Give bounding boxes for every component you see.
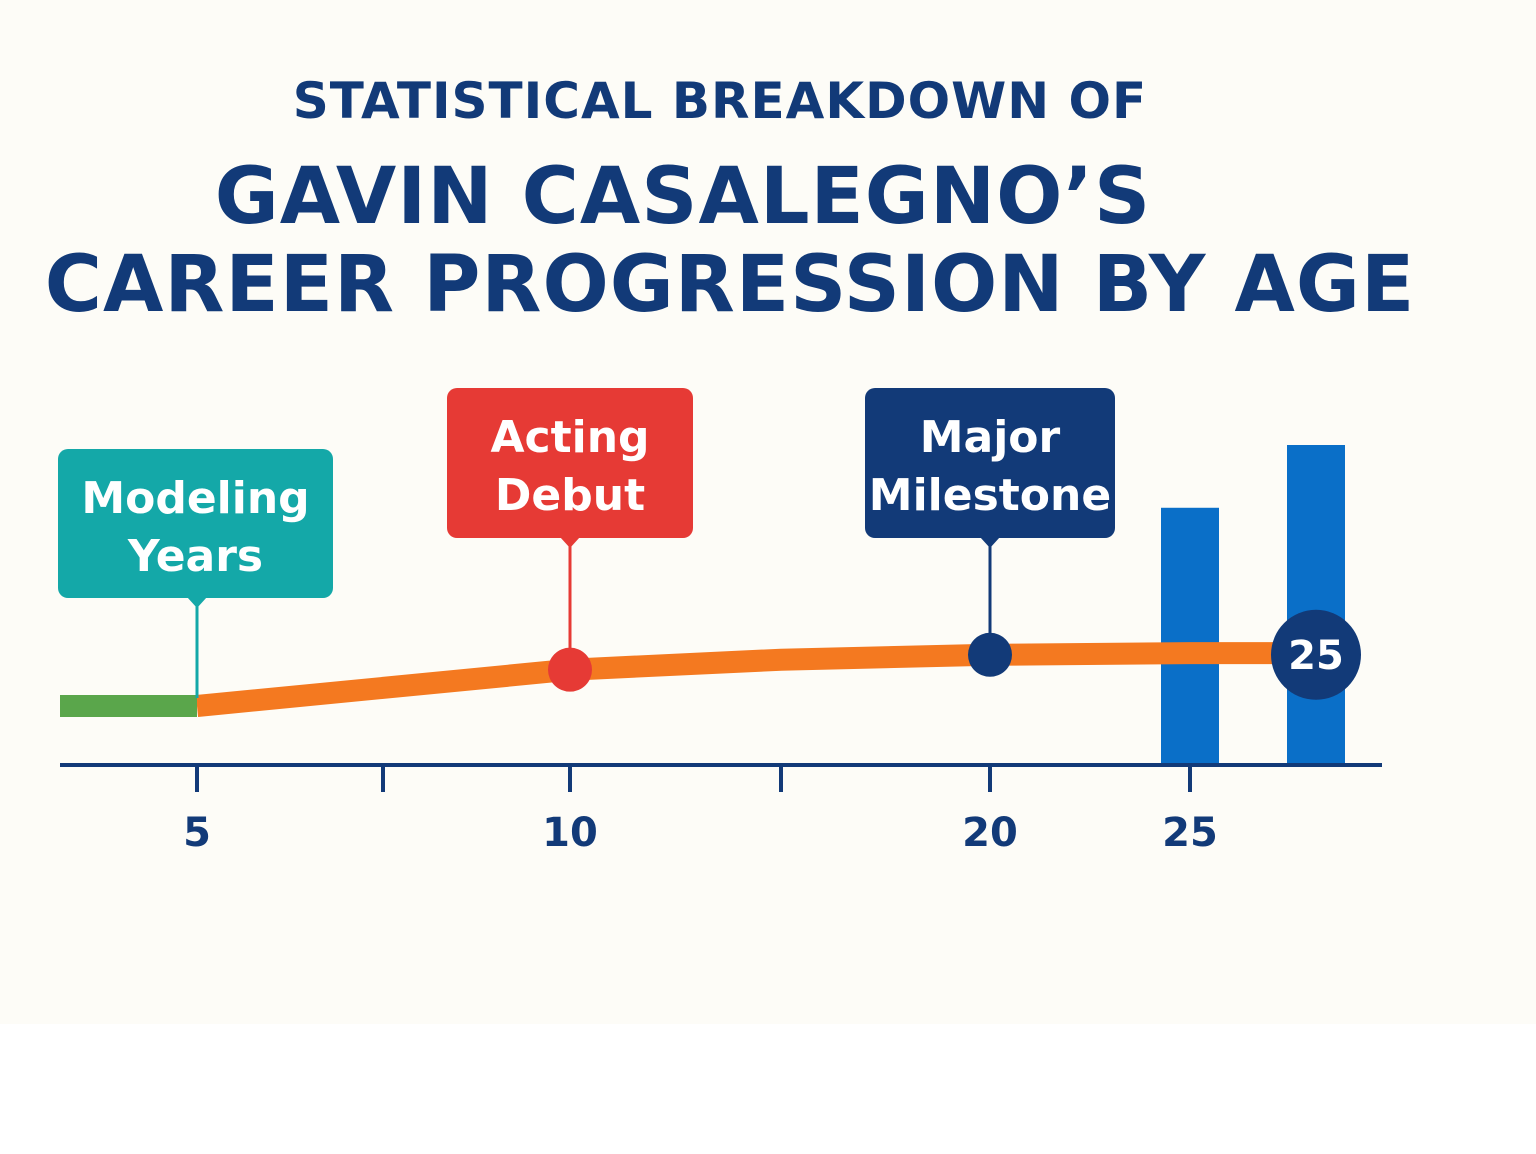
chart-title-line-1: STATISTICAL BREAKDOWN OF	[292, 72, 1148, 130]
milestone-callout-box	[865, 388, 1115, 538]
chart-title-line-3: CAREER PROGRESSION BY AGE	[44, 240, 1416, 330]
milestone-callout-label-line-2: Milestone	[869, 470, 1111, 521]
acting-marker-dot	[548, 647, 592, 692]
x-tick-label-25: 25	[1162, 810, 1218, 856]
bar-1	[1161, 507, 1219, 765]
x-tick-label-10: 10	[542, 810, 598, 856]
end-badge-label: 25	[1288, 633, 1344, 679]
end-badge	[1271, 609, 1361, 700]
acting-callout-box	[447, 388, 693, 538]
career-chart: 5 10 20 25 Modeling Years Acting Debut Major Mile…	[58, 388, 1382, 856]
canvas: STATISTICAL BREAKDOWN OF GAVIN CASALEGNO…	[44, 72, 1416, 856]
acting-callout-pointer	[560, 537, 580, 548]
milestone-callout-pointer	[980, 537, 1000, 548]
modeling-callout-box	[58, 449, 333, 598]
x-tick-label-5: 5	[183, 810, 211, 856]
progression-line	[195, 642, 1295, 717]
chart-title-line-2: GAVIN CASALEGNO’S	[214, 152, 1152, 242]
acting-callout-label-line-1: Acting	[490, 412, 649, 463]
modeling-callout-pointer	[187, 597, 207, 608]
x-tick-label-20: 20	[962, 810, 1018, 856]
modeling-callout-label-line-2: Years	[127, 531, 263, 582]
modeling-callout-label-line-1: Modeling	[81, 473, 309, 524]
milestone-marker-dot	[968, 632, 1012, 677]
milestone-callout-label-line-1: Major	[920, 412, 1061, 463]
bar-2	[1287, 445, 1345, 765]
acting-callout-label-line-2: Debut	[495, 470, 645, 521]
